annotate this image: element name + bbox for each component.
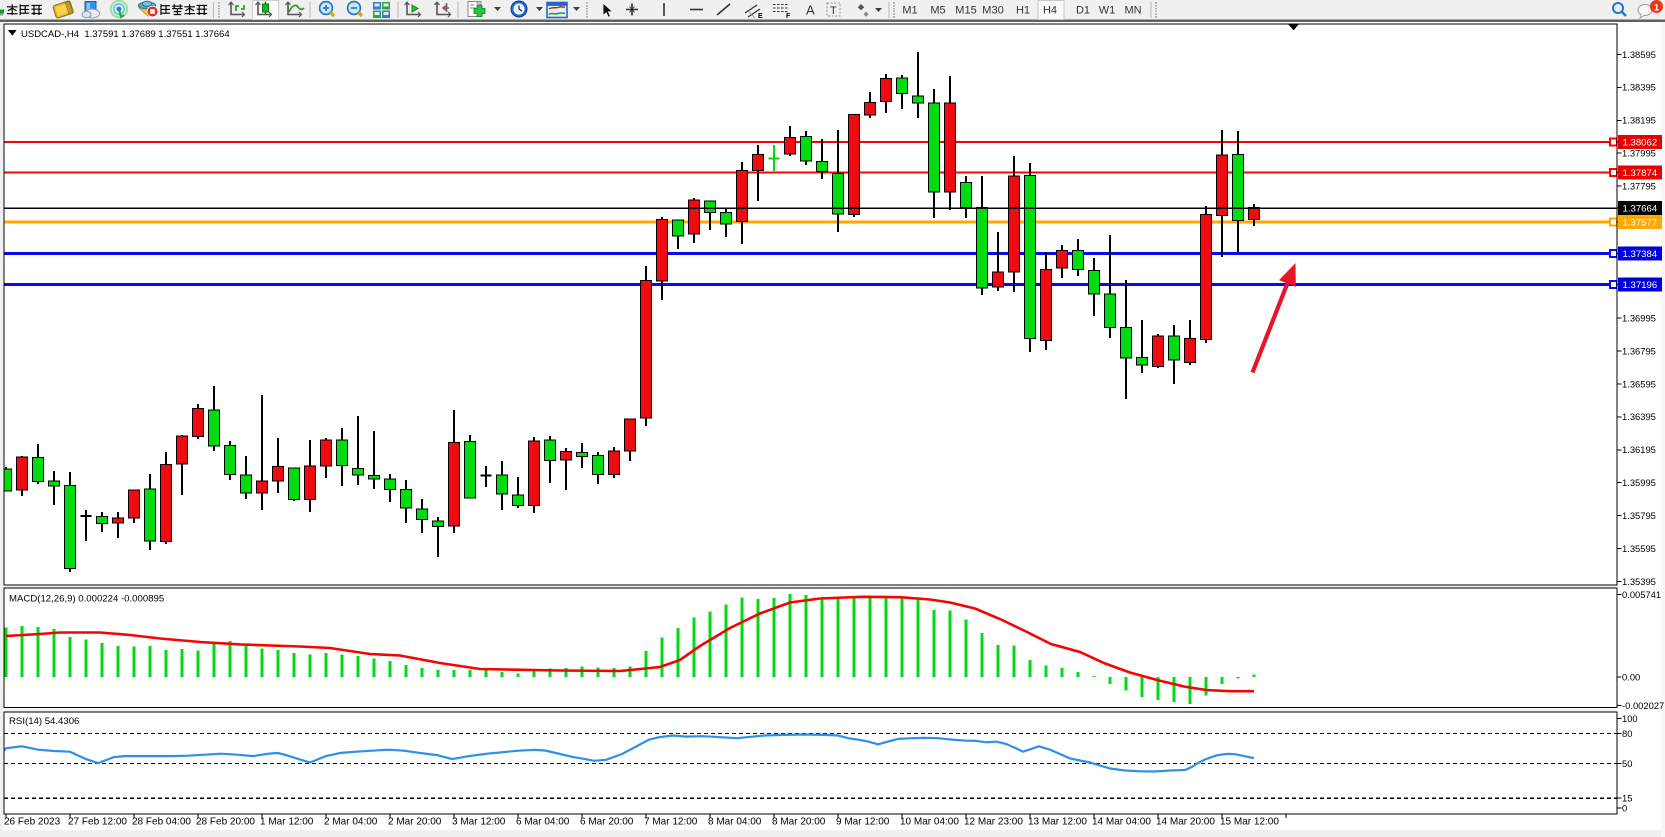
svg-text:MN: MN	[1124, 5, 1141, 17]
svg-text:8 Mar 20:00: 8 Mar 20:00	[772, 817, 826, 828]
svg-text:28 Feb 20:00: 28 Feb 20:00	[196, 817, 255, 828]
svg-text:6 Mar 20:00: 6 Mar 20:00	[580, 817, 634, 828]
svg-text:1.37664: 1.37664	[1623, 204, 1658, 215]
svg-text:15 Mar 12:00: 15 Mar 12:00	[1220, 817, 1279, 828]
svg-text:0: 0	[1622, 802, 1627, 813]
svg-text:3 Mar 12:00: 3 Mar 12:00	[452, 817, 506, 828]
svg-text:26 Feb 2023: 26 Feb 2023	[4, 817, 61, 828]
svg-text:0.005741: 0.005741	[1622, 589, 1661, 600]
svg-text:1: 1	[1654, 3, 1660, 14]
svg-text:80: 80	[1622, 728, 1632, 739]
svg-text:1.37874: 1.37874	[1623, 168, 1658, 179]
svg-text:15: 15	[1622, 793, 1632, 804]
svg-text:8 Mar 04:00: 8 Mar 04:00	[708, 817, 762, 828]
svg-text:14 Mar 04:00: 14 Mar 04:00	[1092, 817, 1151, 828]
svg-text:MACD(12,26,9) 0.000224 -0.0008: MACD(12,26,9) 0.000224 -0.000895	[9, 594, 164, 605]
svg-text:1.38195: 1.38195	[1622, 115, 1656, 126]
svg-text:-0.002027: -0.002027	[1622, 700, 1664, 711]
svg-text:1.37196: 1.37196	[1623, 280, 1658, 291]
svg-text:6 Mar 04:00: 6 Mar 04:00	[516, 817, 570, 828]
svg-text:D1: D1	[1076, 5, 1090, 17]
svg-text:9 Mar 12:00: 9 Mar 12:00	[836, 817, 890, 828]
svg-text:0.00: 0.00	[1622, 671, 1640, 682]
svg-text:1.36195: 1.36195	[1622, 444, 1656, 455]
svg-text:1.35995: 1.35995	[1622, 477, 1656, 488]
svg-text:14 Mar 20:00: 14 Mar 20:00	[1156, 817, 1215, 828]
svg-text:W1: W1	[1099, 5, 1116, 17]
svg-text:M30: M30	[982, 5, 1003, 17]
svg-text:100: 100	[1622, 713, 1638, 724]
svg-text:50: 50	[1622, 758, 1632, 769]
svg-text:1.38062: 1.38062	[1623, 137, 1658, 148]
svg-text:F: F	[786, 13, 791, 20]
svg-text:M5: M5	[930, 5, 945, 17]
svg-text:1.35595: 1.35595	[1622, 543, 1656, 554]
svg-text:E: E	[758, 13, 763, 20]
svg-text:H1: H1	[1016, 5, 1030, 17]
svg-text:1.37384: 1.37384	[1623, 249, 1658, 260]
svg-text:2 Mar 04:00: 2 Mar 04:00	[324, 817, 378, 828]
svg-text:H4: H4	[1043, 5, 1057, 17]
svg-text:1.38395: 1.38395	[1622, 82, 1656, 93]
svg-text:A: A	[806, 3, 815, 18]
svg-text:1.36795: 1.36795	[1622, 345, 1656, 356]
svg-text:T: T	[830, 5, 837, 17]
svg-text:1.36995: 1.36995	[1622, 312, 1656, 323]
svg-text:10 Mar 04:00: 10 Mar 04:00	[900, 817, 959, 828]
svg-text:1.36395: 1.36395	[1622, 411, 1656, 422]
svg-text:28 Feb 04:00: 28 Feb 04:00	[132, 817, 191, 828]
svg-text:27 Feb 12:00: 27 Feb 12:00	[68, 817, 127, 828]
svg-text:USDCAD-,H4 1.37591 1.37689 1.: USDCAD-,H4 1.37591 1.37689 1.37551 1.376…	[21, 29, 230, 40]
svg-text:13 Mar 12:00: 13 Mar 12:00	[1028, 817, 1087, 828]
svg-text:M1: M1	[902, 5, 917, 17]
svg-text:12 Mar 23:00: 12 Mar 23:00	[964, 817, 1023, 828]
svg-text:1.35795: 1.35795	[1622, 510, 1656, 521]
svg-text:1 Mar 12:00: 1 Mar 12:00	[260, 817, 314, 828]
svg-text:1.38595: 1.38595	[1622, 49, 1656, 60]
svg-text:RSI(14) 54.4306: RSI(14) 54.4306	[9, 716, 79, 727]
svg-text:2 Mar 20:00: 2 Mar 20:00	[388, 817, 442, 828]
svg-text:1.37795: 1.37795	[1622, 181, 1656, 192]
svg-text:M15: M15	[955, 5, 976, 17]
svg-text:7 Mar 12:00: 7 Mar 12:00	[644, 817, 698, 828]
svg-text:1.35395: 1.35395	[1622, 576, 1656, 587]
svg-text:1.37995: 1.37995	[1622, 148, 1656, 159]
svg-text:1.37577: 1.37577	[1623, 217, 1658, 228]
svg-text:1.36595: 1.36595	[1622, 378, 1656, 389]
